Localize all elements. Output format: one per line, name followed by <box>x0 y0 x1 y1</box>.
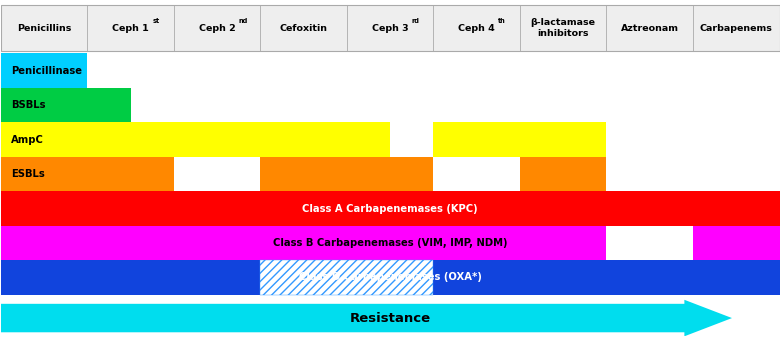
Bar <box>1 260 780 295</box>
Bar <box>1 54 87 88</box>
FancyArrow shape <box>1 300 732 336</box>
Bar <box>1 157 174 191</box>
Text: Ceph 4: Ceph 4 <box>458 24 495 33</box>
Bar <box>1 88 131 122</box>
Bar <box>693 226 780 260</box>
Text: rd: rd <box>412 18 420 24</box>
Text: nd: nd <box>239 18 248 24</box>
Bar <box>1 5 780 51</box>
Bar <box>1 226 607 260</box>
Bar <box>260 157 434 191</box>
Text: Ceph 3: Ceph 3 <box>372 24 409 33</box>
Text: Carbapenems: Carbapenems <box>700 24 773 33</box>
Text: Resistance: Resistance <box>349 311 431 325</box>
Text: ESBLs: ESBLs <box>11 169 45 179</box>
Bar <box>520 157 607 191</box>
Bar <box>1 191 780 226</box>
Text: Ceph 1: Ceph 1 <box>112 24 149 33</box>
Text: β-lactamase
inhibitors: β-lactamase inhibitors <box>531 19 596 38</box>
Text: Aztreonam: Aztreonam <box>621 24 679 33</box>
Text: Penicillinase: Penicillinase <box>11 66 82 75</box>
Text: Class B Carbapenemases (VIM, IMP, NDM): Class B Carbapenemases (VIM, IMP, NDM) <box>273 238 507 248</box>
Text: Class A Carbapenemases (KPC): Class A Carbapenemases (KPC) <box>302 204 478 214</box>
Bar <box>260 260 434 295</box>
Text: th: th <box>498 18 506 24</box>
Bar <box>1 122 390 157</box>
Text: Penicillins: Penicillins <box>16 24 71 33</box>
Text: Ceph 2: Ceph 2 <box>199 24 236 33</box>
Bar <box>434 122 607 157</box>
Text: Cefoxitin: Cefoxitin <box>280 24 327 33</box>
Text: st: st <box>152 18 159 24</box>
Text: Class D Carbapenemases (OXA*): Class D Carbapenemases (OXA*) <box>298 273 482 282</box>
Text: AmpC: AmpC <box>11 134 44 145</box>
Text: BSBLs: BSBLs <box>11 100 45 110</box>
